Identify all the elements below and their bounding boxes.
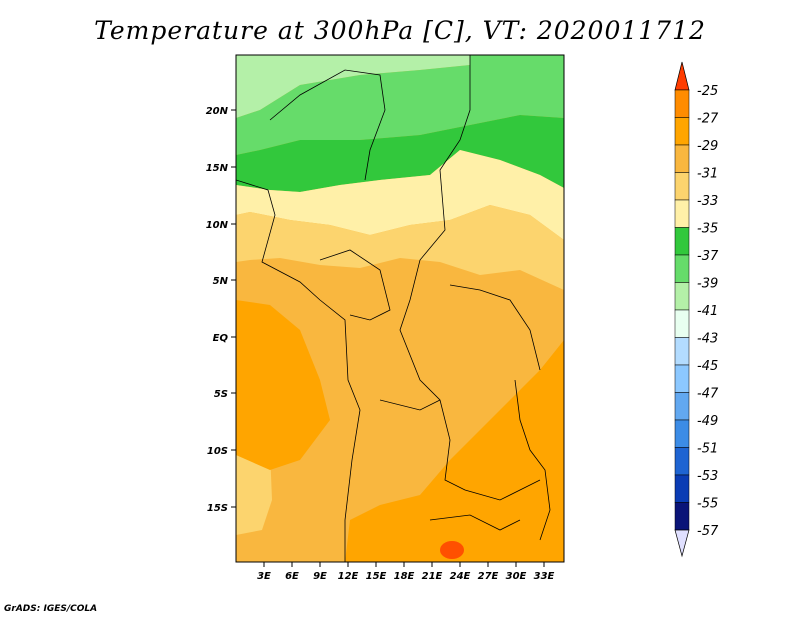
band-minus-35-to-33	[236, 150, 564, 240]
colorbar-label: -45	[697, 359, 718, 374]
colorbar-label: -27	[697, 112, 719, 127]
lat-tick-label: 15N	[206, 163, 229, 174]
colorbar-cell	[674, 502, 690, 531]
colorbar: -25 -27 -29 -31 -33 -35 -37 -39 -41 -43 -45 -47 -49 -…	[674, 61, 719, 558]
lat-tick-label: EQ	[213, 333, 229, 344]
band-minus-37-to-35	[236, 115, 564, 192]
colorbar-label: -33	[697, 194, 718, 209]
colorbar-label: -43	[697, 332, 718, 347]
colorbar-label: -57	[697, 524, 719, 539]
map-frame	[235, 54, 565, 563]
lon-tick-label: 24E	[450, 571, 471, 582]
colorbar-label: -25	[697, 84, 718, 99]
colorbar-cell	[674, 144, 690, 173]
band-minus-39-to-37	[236, 55, 564, 155]
colorbar-label: -53	[697, 469, 718, 484]
central-orange-lobe	[236, 300, 330, 470]
lon-tick-label: 30E	[506, 571, 527, 582]
colorbar-cell	[674, 419, 690, 448]
lon-tick-label: 6E	[285, 571, 299, 582]
map-title: Temperature at 300hPa [C], VT: 202001171…	[94, 16, 706, 45]
colorbar-bottom-arrow	[674, 529, 690, 558]
band-minus-33-to-31	[236, 205, 564, 290]
colorbar-label: -35	[697, 222, 718, 237]
lat-tick-label: 10N	[206, 220, 229, 231]
colorbar-cell	[674, 227, 690, 256]
lon-tick-label: 18E	[394, 571, 415, 582]
grads-credit: GrADS: IGES/COLA	[4, 604, 98, 614]
colorbar-label: -41	[697, 304, 718, 319]
lon-tick-label: 15E	[366, 571, 387, 582]
colorbar-cell	[674, 447, 690, 476]
lat-tick-label: 10S	[207, 446, 228, 457]
lat-tick-label: 5S	[214, 389, 228, 400]
lat-tick-label: 15S	[207, 503, 228, 514]
colorbar-label: -55	[697, 497, 718, 512]
band-minus-41-to-39	[236, 55, 470, 118]
band-minus-29-to-27	[345, 340, 564, 562]
colorbar-cell	[674, 392, 690, 421]
colorbar-cell	[674, 474, 690, 503]
colorbar-label: -47	[697, 387, 719, 402]
lon-tick-label: 3E	[257, 571, 271, 582]
colorbar-label: -37	[697, 249, 719, 264]
colorbar-label: -51	[697, 442, 718, 457]
colorbar-cell	[674, 309, 690, 338]
colorbar-cell	[674, 199, 690, 228]
lat-tick-label: 5N	[213, 276, 229, 287]
colorbar-cell	[674, 337, 690, 366]
colorbar-label: -49	[697, 414, 718, 429]
longitude-axis: 3E 6E 9E 12E 15E 18E 21E 24E 27E 30E 33E	[257, 562, 555, 582]
lon-tick-label: 21E	[422, 571, 443, 582]
colorbar-cell	[674, 364, 690, 393]
colorbar-cell	[674, 117, 690, 146]
colorbar-label: -31	[697, 167, 718, 182]
colorbar-label: -39	[697, 277, 718, 292]
colorbar-label: -29	[697, 139, 718, 154]
colorbar-cell	[674, 89, 690, 118]
colorbar-cell	[674, 282, 690, 311]
lat-tick-label: 20N	[206, 106, 229, 117]
warm-hotspot	[440, 541, 464, 559]
lon-tick-label: 27E	[478, 571, 499, 582]
lon-tick-label: 12E	[338, 571, 359, 582]
lon-tick-label: 9E	[313, 571, 327, 582]
lon-tick-label: 33E	[534, 571, 555, 582]
country-borders	[236, 55, 551, 562]
colorbar-cell	[674, 172, 690, 201]
colorbar-top-arrow	[674, 61, 690, 91]
temperature-field	[236, 55, 564, 562]
latitude-axis: 20N 15N 10N 5N EQ 5S 10S 15S	[206, 106, 236, 514]
colorbar-cell	[674, 254, 690, 283]
